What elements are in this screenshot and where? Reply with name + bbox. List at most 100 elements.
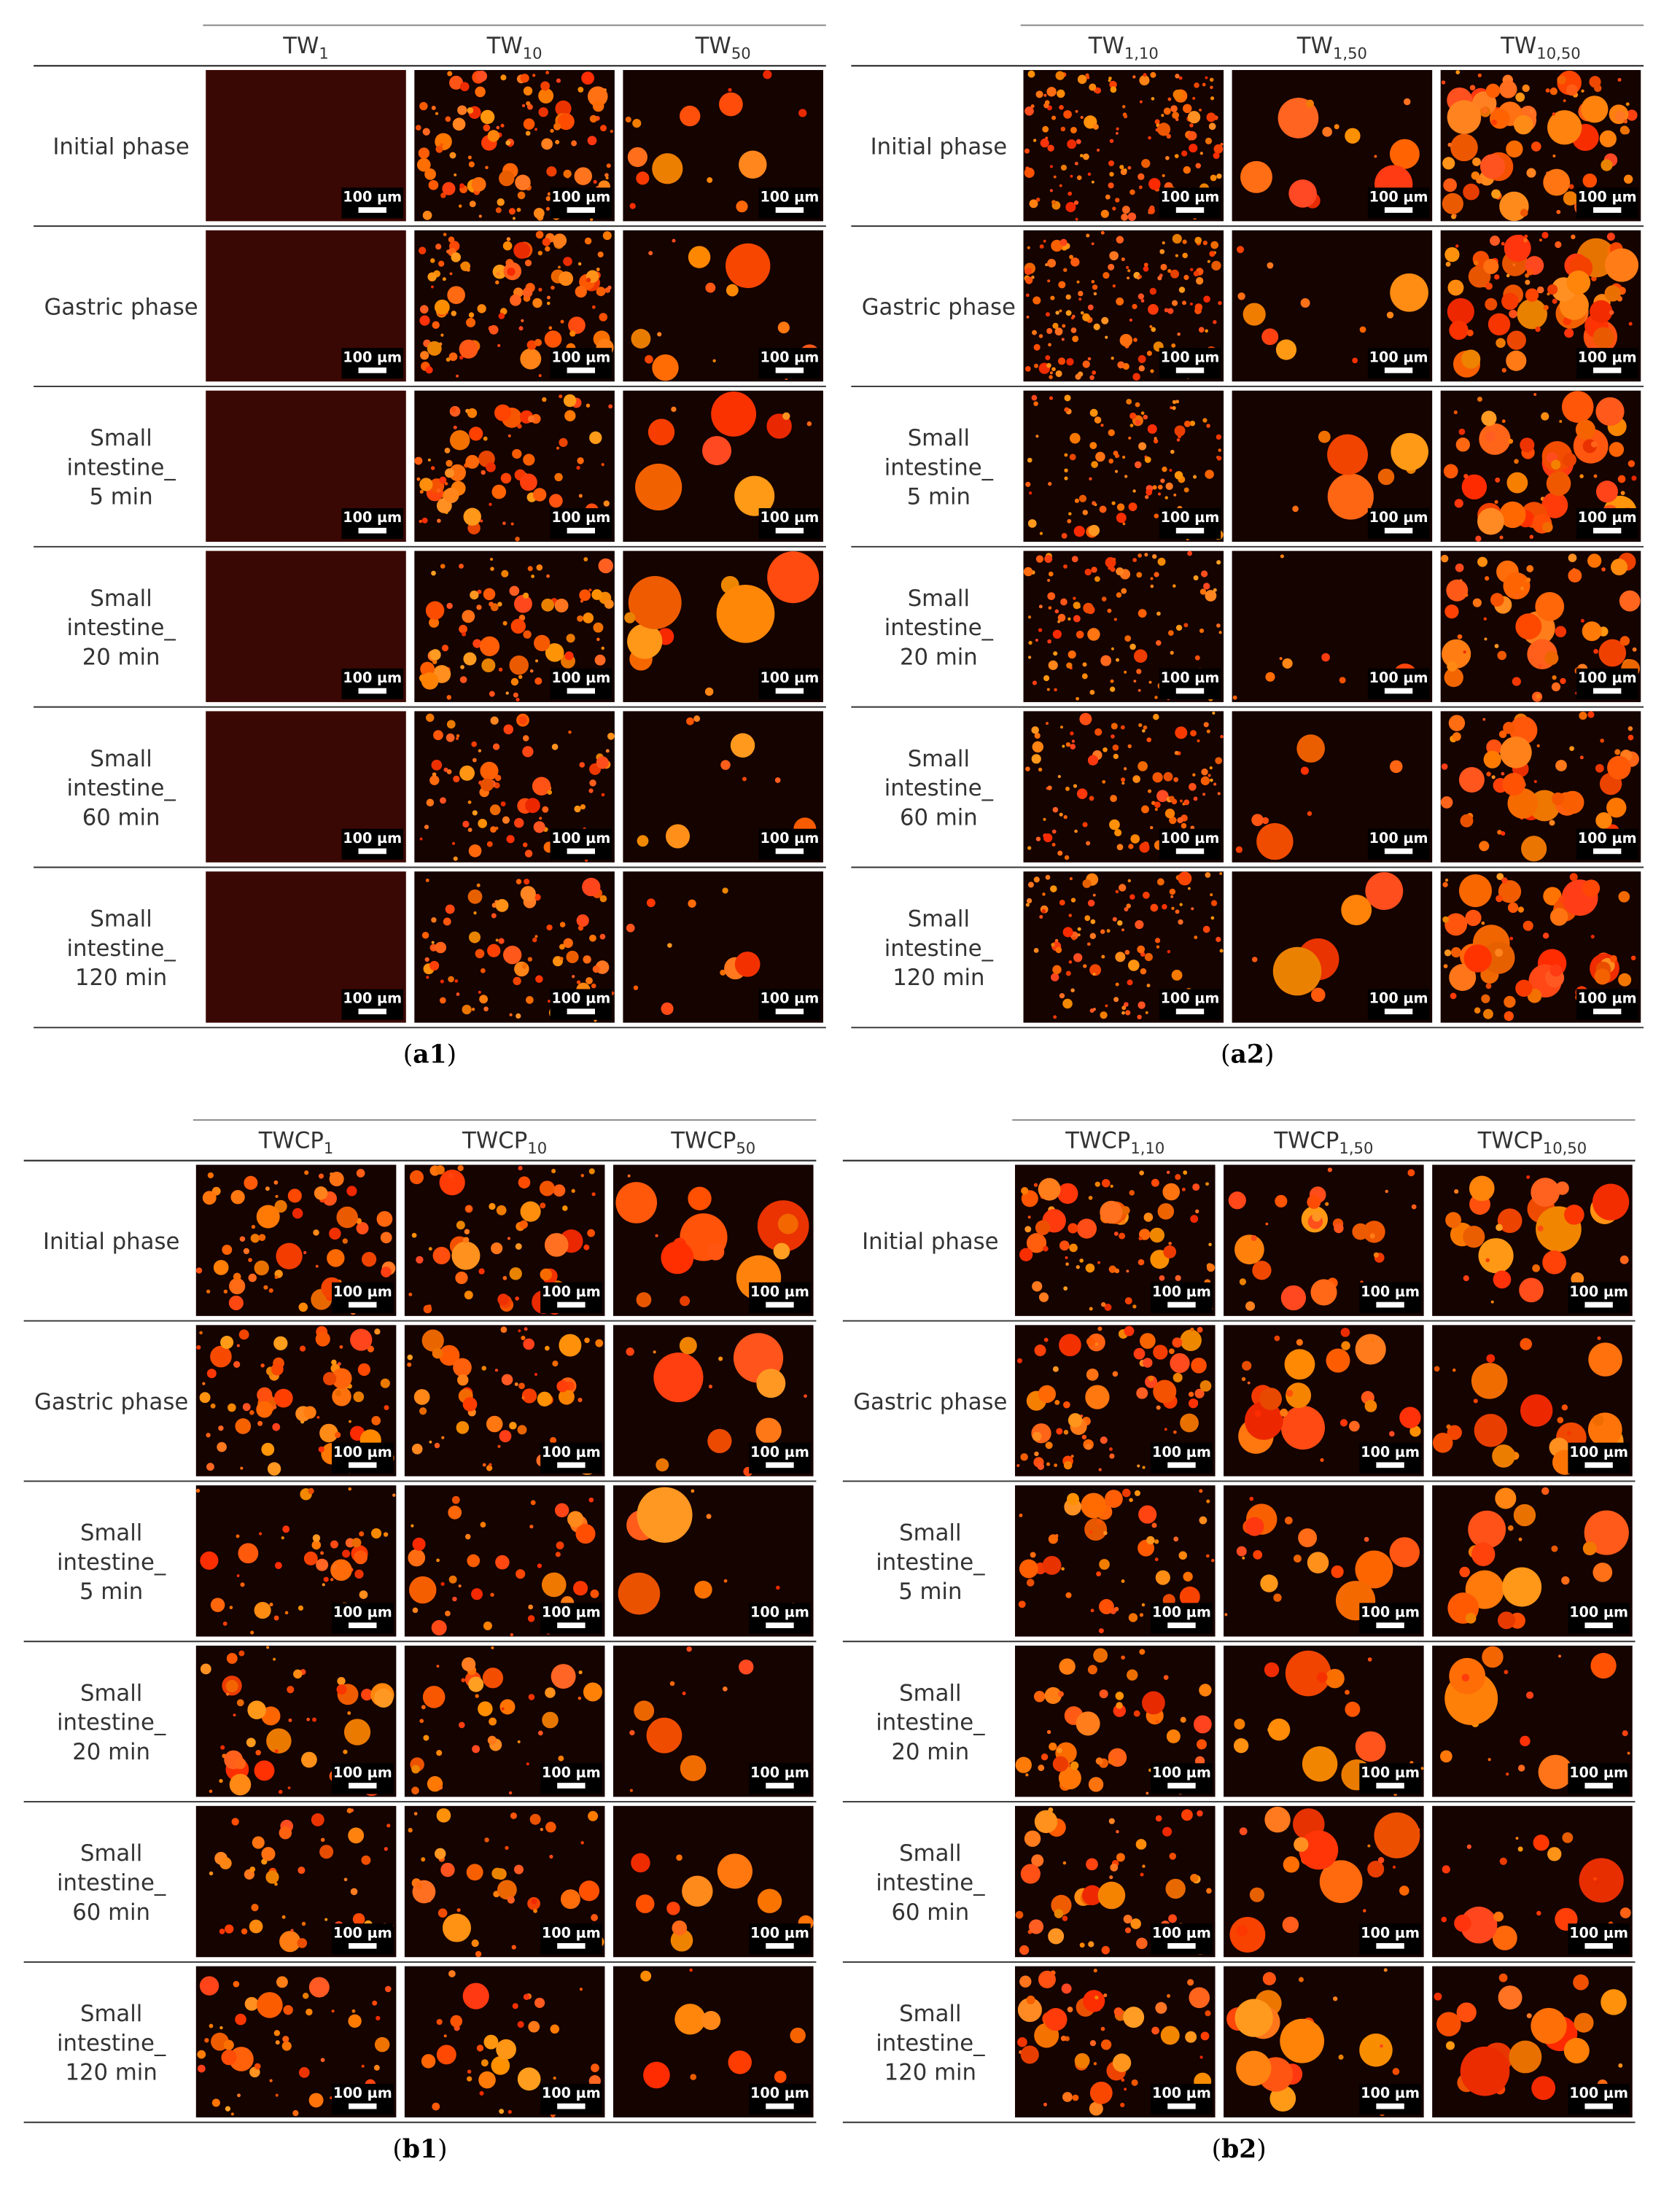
droplet <box>520 1201 541 1222</box>
droplet <box>1167 308 1174 314</box>
scale-bar <box>1167 1943 1196 1949</box>
droplet <box>1520 1735 1531 1747</box>
droplet <box>736 201 748 213</box>
droplet <box>421 931 429 939</box>
scale-bar-label: 100 µm <box>1369 669 1428 686</box>
scale-bar <box>1376 1783 1404 1789</box>
droplet <box>1205 1554 1210 1558</box>
scale-bar-label: 100 µm <box>1161 990 1220 1007</box>
scale-bar <box>1167 1783 1196 1789</box>
droplet <box>1105 335 1108 339</box>
droplet <box>1043 817 1046 821</box>
droplet <box>706 1514 712 1520</box>
droplet <box>509 294 521 306</box>
droplet <box>656 1458 669 1472</box>
droplet <box>1064 468 1068 472</box>
droplet <box>682 1875 713 1907</box>
droplet <box>1474 1414 1508 1447</box>
droplet <box>707 1242 725 1261</box>
droplet <box>1034 1344 1046 1356</box>
droplet <box>1066 358 1074 366</box>
droplet <box>459 676 467 683</box>
scale-bar-box <box>1367 508 1430 540</box>
row-label: 5 min <box>907 484 971 510</box>
droplet <box>1055 946 1062 954</box>
droplet <box>1098 1468 1102 1471</box>
droplet <box>559 394 563 399</box>
droplet <box>540 1202 546 1209</box>
droplet <box>1180 1716 1186 1723</box>
scale-bar-label: 100 µm <box>1369 830 1428 847</box>
droplet <box>694 1580 712 1599</box>
droplet <box>1367 1844 1371 1848</box>
droplet <box>1038 604 1043 609</box>
droplet <box>1146 984 1151 988</box>
droplet <box>1099 1559 1110 1570</box>
droplet <box>422 128 430 136</box>
scale-bar-label: 100 µm <box>1569 1283 1628 1300</box>
droplet <box>1152 772 1163 783</box>
droplet <box>1089 2101 1103 2116</box>
droplet <box>571 1188 575 1194</box>
droplet <box>520 348 542 370</box>
droplet <box>532 488 547 502</box>
droplet <box>1542 521 1553 533</box>
droplet <box>551 744 559 750</box>
droplet <box>1068 617 1071 621</box>
droplet <box>1209 766 1213 770</box>
droplet <box>1065 1262 1069 1267</box>
scale-bar-box <box>1576 828 1638 860</box>
droplet <box>1085 1443 1092 1450</box>
droplet <box>1120 2102 1125 2108</box>
droplet <box>1280 1285 1307 1311</box>
scale-bar <box>1384 688 1413 694</box>
row-label: 5 min <box>898 1579 962 1605</box>
droplet <box>1449 320 1469 341</box>
droplet <box>431 760 443 771</box>
droplet <box>1172 89 1183 100</box>
droplet <box>1098 1628 1104 1634</box>
scale-bar-label: 100 µm <box>760 189 819 206</box>
droplet <box>599 895 607 903</box>
droplet <box>1043 2102 1047 2106</box>
droplet <box>545 1687 556 1698</box>
droplet <box>1218 631 1222 634</box>
droplet <box>1157 276 1162 281</box>
droplet <box>1506 330 1526 350</box>
droplet <box>1111 734 1115 739</box>
droplet <box>1076 1265 1080 1269</box>
column-name: TWCP <box>258 1127 324 1153</box>
droplet <box>1065 310 1072 316</box>
droplet <box>1479 841 1490 852</box>
droplet <box>483 1006 489 1012</box>
droplet <box>1095 451 1105 462</box>
droplet <box>1124 635 1132 642</box>
droplet <box>633 985 639 990</box>
scale-bar-label: 100 µm <box>542 1764 601 1781</box>
scale-bar-box <box>758 508 821 540</box>
droplet <box>1219 949 1224 953</box>
droplet <box>555 1552 561 1557</box>
droplet <box>1156 878 1164 886</box>
scale-bar-label: 100 µm <box>760 349 819 365</box>
droplet <box>1552 154 1556 157</box>
droplet <box>252 1836 265 1849</box>
scale-bar-label: 100 µm <box>1569 1764 1628 1781</box>
droplet <box>319 1423 338 1443</box>
droplet <box>315 1264 319 1268</box>
droplet <box>1386 311 1394 319</box>
droplet <box>1154 1539 1159 1544</box>
droplet <box>666 1902 680 1915</box>
droplet <box>1555 626 1567 638</box>
droplet <box>1051 973 1059 981</box>
droplet <box>1632 647 1637 652</box>
droplet <box>1168 1914 1177 1923</box>
droplet <box>479 636 500 656</box>
droplet <box>1046 688 1050 691</box>
droplet <box>276 1976 288 1988</box>
scale-bar-box <box>1367 828 1430 860</box>
droplet <box>1468 1510 1506 1549</box>
droplet <box>1205 872 1211 878</box>
droplet <box>1389 1537 1420 1568</box>
